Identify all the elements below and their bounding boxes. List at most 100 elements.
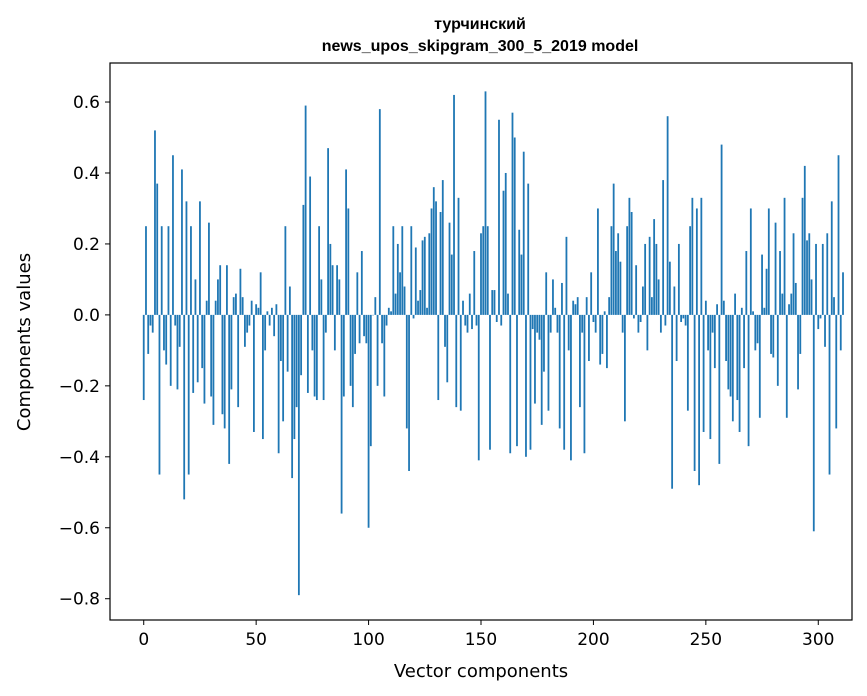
bar-305 — [828, 314, 831, 475]
bar-306 — [830, 201, 833, 315]
bar-7 — [158, 314, 161, 475]
bar-288 — [790, 293, 793, 315]
bar-175 — [536, 314, 539, 333]
bar-197 — [585, 297, 588, 315]
bar-86 — [336, 265, 338, 315]
bar-198 — [588, 314, 590, 362]
bar-253 — [711, 314, 714, 333]
bar-275 — [761, 254, 763, 315]
bar-244 — [691, 197, 694, 315]
bar-261 — [729, 314, 732, 397]
bar-160 — [502, 190, 505, 315]
bar-56 — [268, 314, 271, 326]
bar-49 — [253, 314, 255, 432]
bar-225 — [648, 236, 651, 315]
bar-122 — [417, 300, 419, 315]
bar-280 — [772, 314, 775, 358]
bar-2 — [147, 314, 150, 354]
bar-84 — [331, 265, 334, 315]
bar-227 — [653, 219, 656, 315]
bar-162 — [507, 293, 509, 315]
bar-124 — [421, 240, 424, 315]
bar-79 — [320, 279, 323, 315]
bar-178 — [543, 314, 545, 372]
bar-83 — [329, 243, 332, 315]
bar-64 — [286, 314, 289, 372]
bar-274 — [758, 314, 761, 418]
bar-235 — [671, 314, 674, 489]
bar-293 — [801, 197, 804, 315]
bar-308 — [835, 314, 838, 429]
bar-311 — [842, 272, 844, 315]
bar-100 — [367, 314, 370, 528]
bar-46 — [246, 314, 249, 333]
bar-127 — [428, 233, 431, 315]
bar-27 — [203, 314, 206, 404]
bar-71 — [302, 204, 305, 315]
y-tick-label-1: −0.6 — [59, 519, 100, 539]
bar-111 — [392, 226, 395, 315]
bar-12 — [169, 314, 172, 386]
bar-11 — [167, 226, 170, 315]
chart-title: турчинский — [434, 16, 526, 33]
bar-120 — [412, 314, 415, 319]
bar-85 — [333, 314, 336, 351]
bar-299 — [815, 243, 817, 315]
bar-186 — [561, 282, 563, 315]
bar-128 — [430, 208, 433, 315]
bar-286 — [785, 314, 788, 418]
y-axis-ticks: −0.8 −0.6 −0.4 −0.2 0.0 0.2 0.4 0.6 — [59, 93, 110, 610]
bar-269 — [747, 314, 750, 447]
bar-188 — [565, 236, 568, 315]
bar-90 — [345, 169, 347, 315]
bar-142 — [462, 300, 464, 315]
bar-189 — [567, 314, 570, 351]
bar-14 — [174, 314, 177, 326]
bar-194 — [579, 314, 581, 408]
bar-208 — [610, 226, 613, 315]
bar-45 — [244, 314, 246, 347]
bar-113 — [396, 243, 399, 315]
bar-42 — [237, 314, 240, 408]
bar-155 — [491, 290, 494, 315]
bar-211 — [617, 233, 620, 315]
bar-181 — [549, 314, 552, 333]
x-tick-label-0: 0 — [138, 630, 149, 650]
bar-67 — [293, 314, 296, 440]
bar-20 — [187, 314, 190, 475]
bar-0 — [142, 314, 145, 401]
bar-248 — [700, 197, 703, 315]
bar-147 — [473, 251, 476, 315]
bar-278 — [767, 208, 770, 315]
bar-16 — [178, 314, 181, 347]
bar-161 — [504, 172, 507, 315]
bar-8 — [160, 226, 163, 315]
bar-104 — [376, 314, 379, 386]
bar-180 — [547, 314, 550, 411]
bar-30 — [210, 314, 213, 397]
bar-73 — [306, 314, 309, 393]
bar-223 — [644, 243, 647, 315]
bar-41 — [235, 293, 237, 315]
bar-254 — [713, 314, 716, 369]
bar-112 — [394, 293, 397, 315]
bar-24 — [196, 314, 199, 383]
bar-68 — [295, 314, 298, 408]
bar-239 — [680, 314, 683, 322]
bar-55 — [266, 311, 269, 315]
bar-237 — [675, 314, 678, 362]
bar-28 — [205, 300, 208, 315]
bar-158 — [498, 119, 500, 315]
bar-57 — [270, 307, 273, 315]
bar-233 — [666, 116, 669, 315]
bar-206 — [606, 314, 608, 369]
bar-272 — [754, 314, 757, 351]
bar-110 — [390, 311, 392, 315]
bar-179 — [545, 272, 548, 315]
bar-230 — [659, 314, 662, 333]
bar-1 — [145, 226, 147, 315]
bar-107 — [383, 314, 386, 397]
bar-72 — [304, 105, 307, 315]
bar-75 — [311, 314, 314, 351]
bar-193 — [576, 297, 579, 315]
